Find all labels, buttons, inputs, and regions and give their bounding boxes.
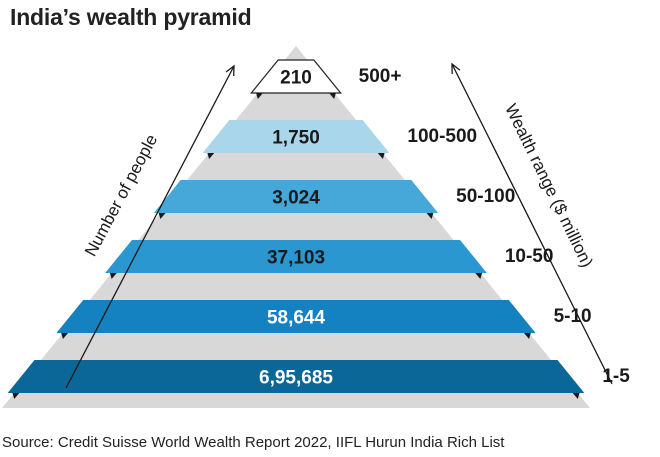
tier-band <box>153 180 439 213</box>
tier-fold-mark <box>12 392 21 399</box>
pyramid-tier: 3,024 50-100 <box>153 180 515 219</box>
tier-range-label: 5-10 <box>554 306 592 327</box>
tier-fold-mark <box>425 212 434 219</box>
tier-band <box>56 300 536 333</box>
axis-arrows <box>65 62 613 389</box>
tier-fold-mark <box>255 92 264 99</box>
tier-range-label: 1-5 <box>602 366 630 387</box>
chart-title: India’s wealth pyramid <box>10 4 252 30</box>
tier-fold-mark <box>474 272 483 279</box>
pyramid-tier: 37,103 10-50 <box>105 240 553 279</box>
tier-people-label: 1,750 <box>272 128 320 149</box>
tier-people-label: 3,024 <box>272 188 320 209</box>
tier-fold-mark <box>523 332 532 339</box>
pyramid-tier: 58,644 5-10 <box>56 300 592 339</box>
tier-fold-mark <box>376 152 385 159</box>
left-axis-arrow <box>65 65 235 389</box>
tier-people-label: 58,644 <box>267 308 326 329</box>
tier-fold-mark <box>571 392 580 399</box>
tier-people-label: 37,103 <box>267 248 325 269</box>
tier-range-label: 50-100 <box>456 186 515 207</box>
tier-band <box>105 240 487 273</box>
pyramid-tier: 1,750 100-500 <box>202 120 477 159</box>
tier-band <box>7 360 585 393</box>
tier-people-label: 210 <box>280 68 312 89</box>
left-axis-arrow-head <box>225 64 235 77</box>
tier-fold-mark <box>60 332 69 339</box>
tier-fold-mark <box>207 152 216 159</box>
pyramid-tier: 210 500+ <box>250 59 402 99</box>
right-axis-arrow <box>451 63 613 385</box>
tier-fold-mark <box>109 272 118 279</box>
tier-band <box>202 120 390 153</box>
tier-range-label: 500+ <box>359 66 402 87</box>
tier-range-label: 10-50 <box>505 246 554 267</box>
pyramid-tiers: 210 500+ 1,750 100-500 3,024 50-100 37,103 10-5… <box>7 59 630 399</box>
right-axis-label: Wealth range ($ million) <box>501 101 597 270</box>
source-note: Source: Credit Suisse World Wealth Repor… <box>2 434 505 451</box>
tier-fold-mark <box>328 92 337 99</box>
right-axis-arrow-head <box>451 62 461 75</box>
pyramid-background <box>2 46 590 408</box>
tier-fold-mark <box>158 212 167 219</box>
tier-people-label: 6,95,685 <box>259 368 333 389</box>
tier-range-label: 100-500 <box>407 126 477 147</box>
tier-band <box>250 59 342 94</box>
pyramid-tier: 6,95,685 1-5 <box>7 360 630 399</box>
